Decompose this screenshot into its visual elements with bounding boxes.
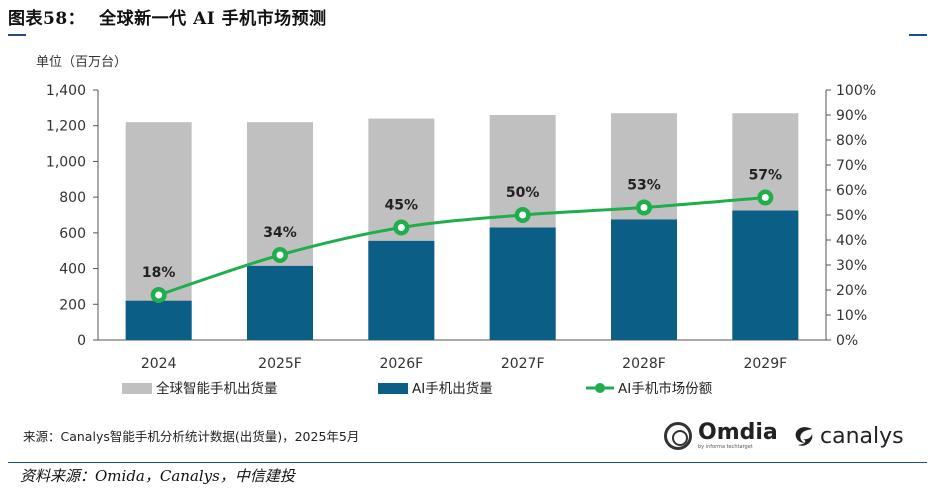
x-tick-label: 2025F [258,356,302,372]
y-left-tick-label: 800 [59,190,86,206]
share-data-label: 53% [627,178,661,194]
share-data-label: 50% [506,185,540,201]
chart-area: 单位（百万台） 0 200 400 600 800 1,000 1,200 1,400 0% 10%… [0,40,935,460]
omdia-logo-sub: by informa techtarget [698,443,753,450]
bottom-rule [8,462,927,463]
y-right-tick-label: 70% [836,158,867,174]
share-point-center [519,211,527,219]
x-tick-label: 2028F [622,356,666,372]
legend-label-total: 全球智能手机出货量 [156,380,278,397]
omdia-logo: Omdia by informa techtarget [664,418,778,454]
y-right-tick-label: 100% [836,83,876,99]
combo-chart: 单位（百万台） 0 200 400 600 800 1,000 1,200 1,400 0% 10%… [36,55,876,397]
share-series-line [158,196,766,297]
share-data-label: 57% [749,168,783,184]
figure-number: 图表58： [8,9,86,29]
y-left-tick-label: 400 [59,262,86,278]
y-right-tick-label: 20% [836,283,867,299]
y-right-tick-label: 90% [836,108,867,124]
bar-ai-shipments [125,300,192,340]
legend-swatch-ai [378,383,408,394]
y-left-tick-label: 200 [59,297,86,313]
source-note: 来源：Canalys智能手机分析统计数据(出货量)，2025年5月 [23,429,360,444]
y-axis-unit-label: 单位（百万台） [36,55,127,70]
omdia-logo-name: Omdia [698,419,778,445]
bar-ai-shipments [247,265,313,340]
canalys-logo: canalys [792,420,904,452]
bar-ai-shipments [489,227,556,340]
bar-ai-shipments [611,219,677,340]
share-point-center [397,224,405,231]
share-point-center [761,194,769,201]
x-tick-label: 2027F [501,356,545,372]
y-right-tick-label: 0% [836,333,858,349]
figure-title-text: 全球新一代 AI 手机市场预测 [99,9,327,29]
y-right-tick-label: 40% [836,233,867,249]
bar-ai-shipments [732,210,799,340]
canalys-logo-icon [795,427,813,446]
canalys-logo-name: canalys [820,423,904,449]
x-tick-label: 2029F [743,356,787,372]
bar-ai-shipments [368,240,435,340]
y-left-tick-label: 1,400 [46,83,86,99]
legend-swatch-total [122,383,152,394]
share-data-label: 18% [142,265,176,281]
share-data-label: 45% [385,198,419,214]
share-point-center [155,291,163,299]
x-tick-label: 2026F [379,356,423,372]
y-right-tick-label: 50% [836,208,867,224]
share-point-center [276,251,284,259]
x-tick-label: 2024 [141,356,177,372]
y-right-tick-label: 30% [836,258,867,274]
footer-source: 资料来源：Omida，Canalys，中信建投 [20,467,295,485]
legend-swatch-share-dot [595,383,605,393]
y-left-tick-label: 0 [77,333,86,349]
y-left-tick-label: 1,200 [46,119,86,135]
share-point-center [640,204,648,211]
y-right-tick-label: 10% [836,308,867,324]
y-right-tick-label: 60% [836,183,867,199]
y-left-tick-label: 1,000 [46,154,86,170]
share-data-label: 34% [263,225,297,241]
y-left-tick-label: 600 [59,226,86,242]
legend-label-share: AI手机市场份额 [618,380,713,397]
y-right-tick-label: 80% [836,133,867,149]
legend-label-ai: AI手机出货量 [412,380,493,397]
omdia-logo-icon [664,422,692,450]
figure-title: 图表58： 全球新一代 AI 手机市场预测 [8,4,327,29]
